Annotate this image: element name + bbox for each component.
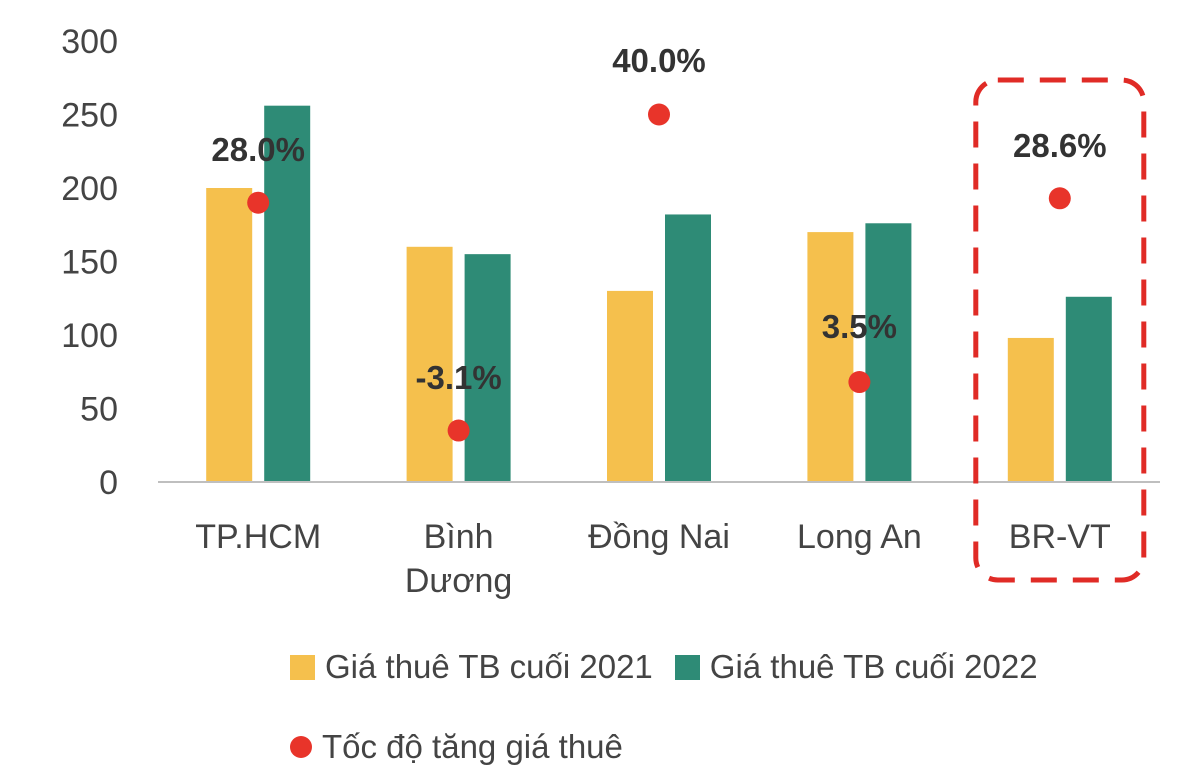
growth-point [848,371,871,394]
growth-point [648,103,670,126]
y-tick-label: 150 [61,244,118,282]
legend-item-2021: Giá thuê TB cuối 2021 [290,648,653,686]
bar-2022 [865,223,912,482]
growth-data-label: 40.0% [612,42,706,79]
bars [206,105,1112,483]
bar-2021 [206,188,253,482]
growth-data-label: 3.5% [822,308,897,345]
y-tick-label: 200 [61,170,118,208]
y-tick-label: 300 [61,23,118,61]
bar-2021 [807,232,854,482]
growth-point [1048,187,1071,210]
legend-label-2022: Giá thuê TB cuối 2022 [709,648,1038,685]
legend-item-2022: Giá thuê TB cuối 2022 [674,648,1038,686]
legend-swatch-growth [290,736,312,758]
bar-2021 [1007,337,1054,482]
legend-label-growth: Tốc độ tăng giá thuê [322,728,623,765]
growth-data-label: -3.1% [415,359,501,396]
y-tick-label: 100 [61,317,118,355]
bar-2022 [464,254,511,482]
x-category-label: Bình Dương [405,518,512,600]
x-axis-categories: TP.HCM Bình Dương Đồng Nai Long An BR-VT [195,518,1111,600]
bar-2022 [665,214,711,482]
legend-label-2021: Giá thuê TB cuối 2021 [325,648,653,685]
x-category-label: Đồng Nai [588,518,730,556]
growth-point [247,191,270,214]
bar-2021 [607,290,653,482]
y-tick-label: 50 [80,391,118,429]
growth-point [447,419,470,442]
x-category-label: BR-VT [1009,518,1111,556]
y-axis-ticks: 0 50 100 150 200 250 300 [61,23,118,502]
y-tick-label: 250 [61,97,118,135]
highlight-dashed-box [973,77,1147,583]
legend-swatch-2022 [674,654,700,680]
y-tick-label: 0 [99,464,118,502]
legend-row-2: Tốc độ tăng giá thuê [290,728,645,766]
bar-2021 [406,246,453,482]
growth-data-label: 28.0% [211,131,305,168]
legend-item-growth: Tốc độ tăng giá thuê [290,728,623,766]
growth-data-label: 28.6% [1013,127,1107,164]
highlight-box [973,77,1147,583]
growth-labels: 28.0% -3.1% 40.0% 3.5% 28.6% [211,42,1106,396]
legend-row-1: Giá thuê TB cuối 2021 Giá thuê TB cuối 2… [290,648,1060,686]
legend-swatch-2021 [290,654,315,680]
bar-2022 [1065,296,1112,482]
x-category-label: Long An [797,518,922,556]
x-category-label: TP.HCM [195,518,321,556]
bar-2022 [264,105,311,483]
growth-points [247,103,1071,442]
